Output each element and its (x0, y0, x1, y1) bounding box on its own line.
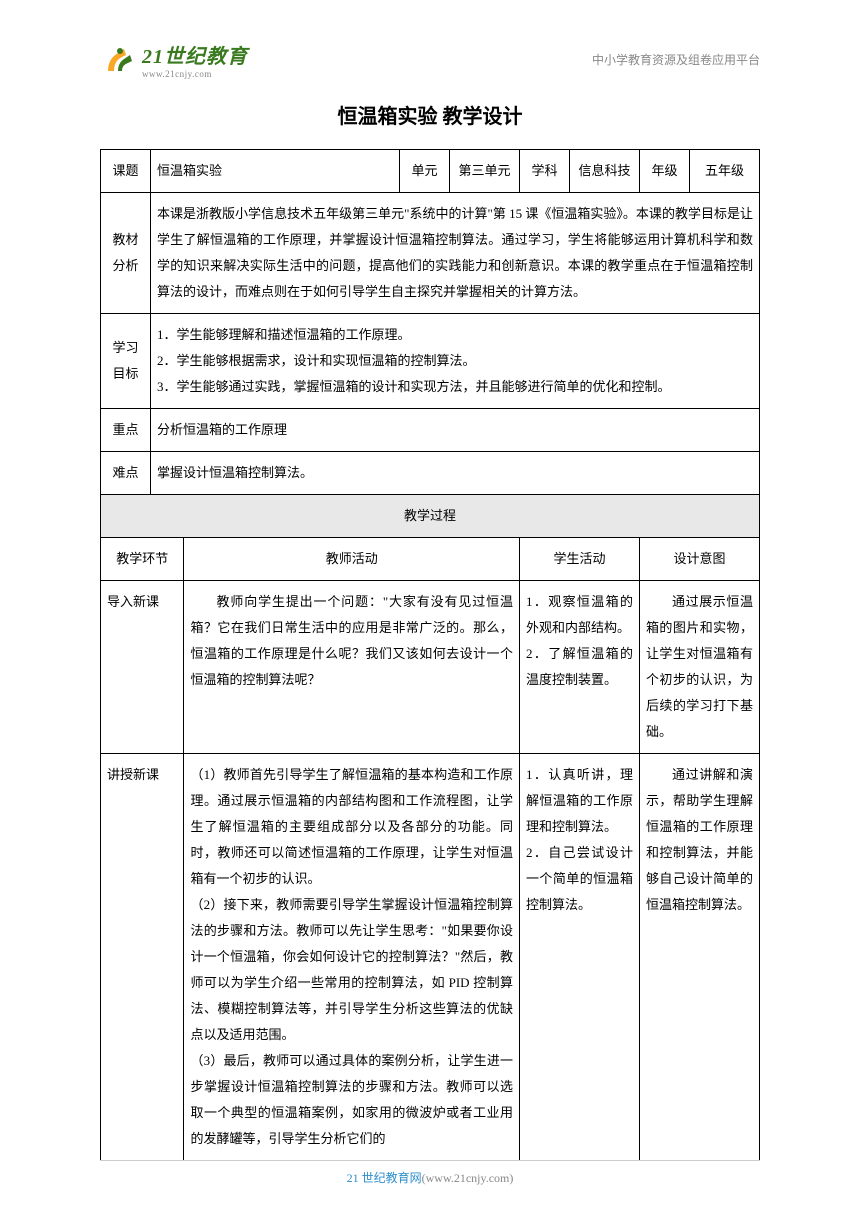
page-header: 21世纪教育 www.21cnjy.com 中小学教育资源及组卷应用平台 (100, 40, 760, 79)
lecture-teacher: （1）教师首先引导学生了解恒温箱的基本构造和工作原理。通过展示恒温箱的内部结构图… (184, 754, 520, 1161)
intro-student: 1．观察恒温箱的外观和内部结构。 2．了解恒温箱的温度控制装置。 (520, 581, 640, 754)
difficulty-row: 难点 掌握设计恒温箱控制算法。 (101, 452, 760, 495)
focus-content: 分析恒温箱的工作原理 (151, 409, 760, 452)
footer-text: 21 世纪教育网(www.21cnjy.com) (347, 1171, 514, 1185)
logo-icon (100, 41, 138, 79)
difficulty-content: 掌握设计恒温箱控制算法。 (151, 452, 760, 495)
subject-label: 学科 (520, 150, 570, 193)
material-label: 教材分析 (101, 193, 151, 314)
lesson-plan-table: 课题 恒温箱实验 单元 第三单元 学科 信息科技 年级 五年级 教材分析 本课是… (100, 149, 760, 1160)
intro-student-1: 1．观察恒温箱的外观和内部结构。 (526, 589, 633, 641)
goal-item-3: 3．学生能够通过实践，掌握恒温箱的设计和实现方法，并且能够进行简单的优化和控制。 (157, 374, 753, 400)
intro-stage: 导入新课 (101, 581, 184, 754)
document-content: 恒温箱实验 教学设计 课题 恒温箱实验 单元 第三单元 学科 信息科技 年级 五… (100, 100, 760, 1160)
process-header: 教学过程 (101, 495, 760, 538)
unit-value: 第三单元 (450, 150, 520, 193)
lecture-design: 通过讲解和演示，帮助学生理解恒温箱的工作原理和控制算法，并能够自己设计简单的恒温… (640, 754, 760, 1161)
difficulty-label: 难点 (101, 452, 151, 495)
process-col-design: 设计意图 (640, 538, 760, 581)
material-content: 本课是浙教版小学信息技术五年级第三单元"系统中的计算"第 15 课《恒温箱实验》… (151, 193, 760, 314)
grade-value: 五年级 (690, 150, 760, 193)
focus-label: 重点 (101, 409, 151, 452)
topic-value: 恒温箱实验 (151, 150, 400, 193)
goals-label: 学习目标 (101, 314, 151, 409)
process-col-student: 学生活动 (520, 538, 640, 581)
unit-label: 单元 (400, 150, 450, 193)
lecture-design-text: 通过讲解和演示，帮助学生理解恒温箱的工作原理和控制算法，并能够自己设计简单的恒温… (646, 762, 753, 918)
intro-teacher-text: 教师向学生提出一个问题："大家有没有见过恒温箱？它在我们日常生活中的应用是非常广… (190, 589, 513, 693)
logo-text: 21世纪教育 www.21cnjy.com (142, 40, 248, 79)
lecture-student-2: 2．自己尝试设计一个简单的恒温箱控制算法。 (526, 840, 633, 918)
material-row: 教材分析 本课是浙教版小学信息技术五年级第三单元"系统中的计算"第 15 课《恒… (101, 193, 760, 314)
lecture-student-1: 1．认真听讲，理解恒温箱的工作原理和控制算法。 (526, 762, 633, 840)
subject-value: 信息科技 (570, 150, 640, 193)
intro-design: 通过展示恒温箱的图片和实物，让学生对恒温箱有个初步的认识，为后续的学习打下基础。 (640, 581, 760, 754)
goals-content: 1．学生能够理解和描述恒温箱的工作原理。 2．学生能够根据需求，设计和实现恒温箱… (151, 314, 760, 409)
process-col-teacher: 教师活动 (184, 538, 520, 581)
process-header-row: 教学过程 (101, 495, 760, 538)
grade-label: 年级 (640, 150, 690, 193)
logo-sub-text: www.21cnjy.com (142, 69, 248, 79)
process-columns-row: 教学环节 教师活动 学生活动 设计意图 (101, 538, 760, 581)
focus-row: 重点 分析恒温箱的工作原理 (101, 409, 760, 452)
logo-main-text: 21世纪教育 (142, 40, 248, 69)
intro-design-text: 通过展示恒温箱的图片和实物，让学生对恒温箱有个初步的认识，为后续的学习打下基础。 (646, 589, 753, 745)
page-footer: 21 世纪教育网(www.21cnjy.com) (0, 1160, 860, 1186)
process-col-stage: 教学环节 (101, 538, 184, 581)
lecture-stage: 讲授新课 (101, 754, 184, 1161)
lecture-teacher-p1: （1）教师首先引导学生了解恒温箱的基本构造和工作原理。通过展示恒温箱的内部结构图… (190, 762, 513, 892)
footer-divider (100, 1160, 760, 1161)
logo: 21世纪教育 www.21cnjy.com (100, 40, 248, 79)
lecture-teacher-p3: （3）最后，教师可以通过具体的案例分析，让学生进一步掌握设计恒温箱控制算法的步骤… (190, 1048, 513, 1152)
document-title: 恒温箱实验 教学设计 (100, 100, 760, 129)
intro-teacher: 教师向学生提出一个问题："大家有没有见过恒温箱？它在我们日常生活中的应用是非常广… (184, 581, 520, 754)
goal-item-2: 2．学生能够根据需求，设计和实现恒温箱的控制算法。 (157, 348, 753, 374)
intro-row: 导入新课 教师向学生提出一个问题："大家有没有见过恒温箱？它在我们日常生活中的应… (101, 581, 760, 754)
intro-student-2: 2．了解恒温箱的温度控制装置。 (526, 641, 633, 693)
lecture-student: 1．认真听讲，理解恒温箱的工作原理和控制算法。 2．自己尝试设计一个简单的恒温箱… (520, 754, 640, 1161)
lecture-row: 讲授新课 （1）教师首先引导学生了解恒温箱的基本构造和工作原理。通过展示恒温箱的… (101, 754, 760, 1161)
footer-main: 21 世纪教育网 (347, 1171, 422, 1185)
goal-item-1: 1．学生能够理解和描述恒温箱的工作原理。 (157, 322, 753, 348)
goals-row: 学习目标 1．学生能够理解和描述恒温箱的工作原理。 2．学生能够根据需求，设计和… (101, 314, 760, 409)
topic-label: 课题 (101, 150, 151, 193)
header-right-text: 中小学教育资源及组卷应用平台 (592, 51, 760, 68)
lecture-teacher-p2: （2）接下来，教师需要引导学生掌握设计恒温箱控制算法的步骤和方法。教师可以先让学… (190, 892, 513, 1048)
meta-row: 课题 恒温箱实验 单元 第三单元 学科 信息科技 年级 五年级 (101, 150, 760, 193)
footer-sub: (www.21cnjy.com) (422, 1171, 514, 1185)
